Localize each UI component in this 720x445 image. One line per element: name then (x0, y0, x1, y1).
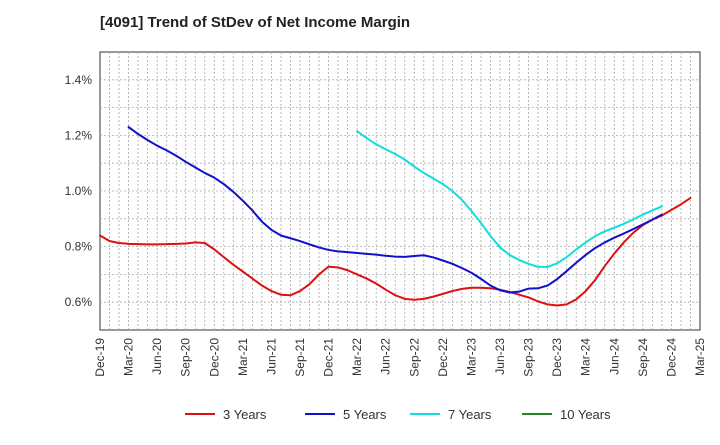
series-line-7-years (356, 130, 663, 268)
x-tick-label: Mar-22 (350, 338, 364, 376)
y-tick-label: 1.4% (65, 73, 93, 87)
x-tick-label: Sep-24 (636, 338, 650, 377)
legend-label: 5 Years (343, 407, 387, 422)
x-tick-label: Jun-23 (493, 338, 507, 375)
x-tick-label: Mar-23 (464, 338, 478, 376)
y-tick-label: 0.8% (65, 240, 93, 254)
y-tick-label: 1.2% (65, 128, 93, 142)
y-tick-label: 0.6% (65, 295, 93, 309)
legend-label: 10 Years (560, 407, 611, 422)
x-tick-label: Jun-24 (607, 338, 621, 375)
x-tick-label: Sep-21 (293, 338, 307, 377)
x-tick-label: Dec-22 (436, 338, 450, 377)
x-tick-label: Sep-23 (522, 338, 536, 377)
y-tick-label: 1.0% (65, 184, 93, 198)
x-tick-label: Jun-22 (379, 338, 393, 375)
legend-label: 3 Years (223, 407, 267, 422)
x-tick-label: Mar-24 (579, 338, 593, 376)
x-tick-label: Mar-20 (122, 338, 136, 376)
x-tick-label: Sep-22 (407, 338, 421, 377)
x-tick-label: Mar-25 (693, 338, 707, 376)
series-line-3-years (99, 196, 692, 307)
legend-label: 7 Years (448, 407, 492, 422)
x-tick-label: Dec-24 (664, 338, 678, 377)
x-tick-label: Mar-21 (236, 338, 250, 376)
series-line-5-years (127, 126, 663, 294)
x-tick-label: Dec-20 (207, 338, 221, 377)
x-tick-label: Dec-19 (93, 338, 107, 377)
x-tick-label: Dec-21 (322, 338, 336, 377)
x-tick-label: Sep-20 (179, 338, 193, 377)
x-tick-label: Jun-20 (150, 338, 164, 375)
chart-title: [4091] Trend of StDev of Net Income Marg… (100, 14, 411, 31)
x-tick-label: Jun-21 (264, 338, 278, 375)
x-tick-label: Dec-23 (550, 338, 564, 377)
